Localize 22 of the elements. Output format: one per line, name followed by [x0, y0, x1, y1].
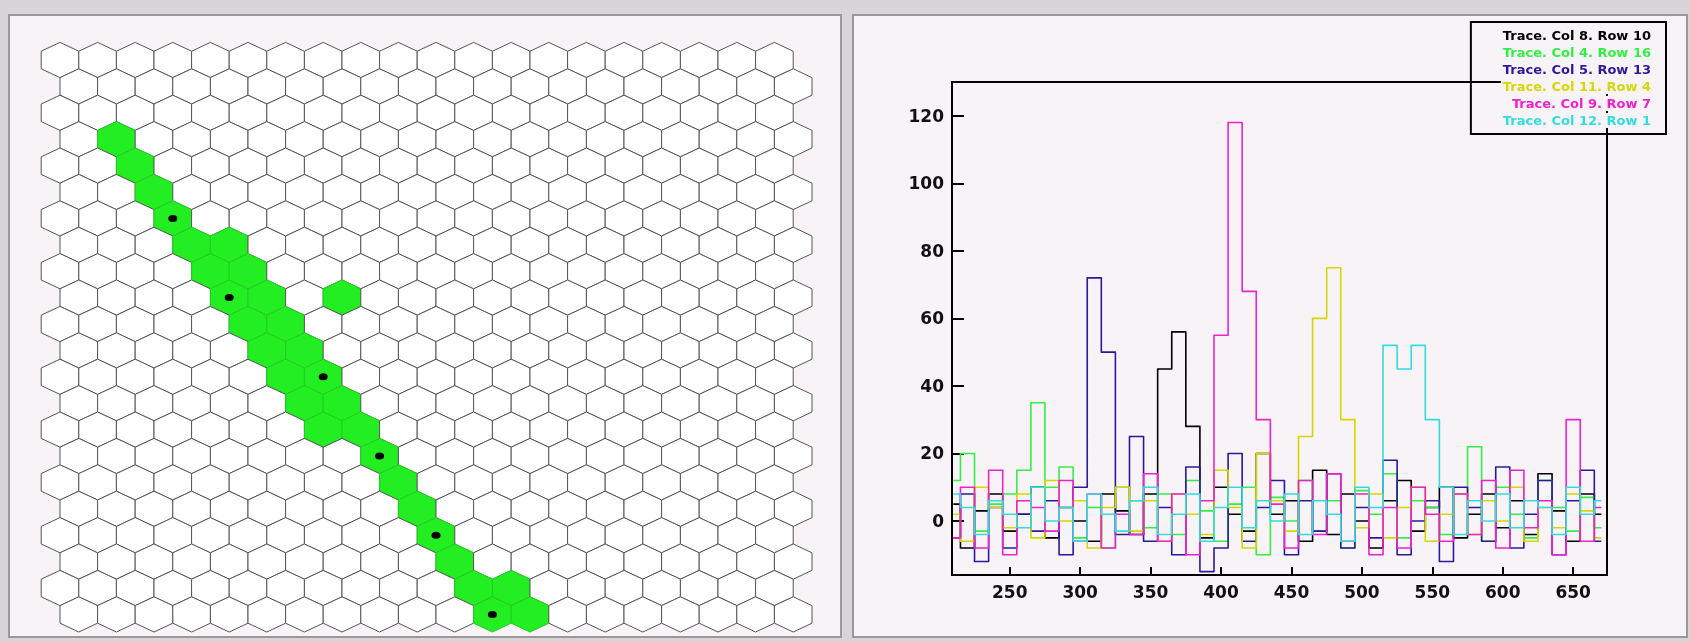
x-tick-label: 450	[1273, 581, 1310, 602]
x-tick-label: 600	[1485, 581, 1521, 602]
text: Trace. Col 9. Row 7	[1511, 96, 1651, 111]
x-tick-label: 500	[1344, 581, 1380, 602]
y-tick-label: 40	[920, 375, 945, 396]
text: Trace. Col 8. Row 10	[1502, 28, 1651, 43]
y-tick-label: 0	[932, 510, 945, 531]
y-tick-label: 100	[908, 173, 945, 194]
text: Trace. Col 11. Row 4	[1502, 79, 1651, 94]
text: Trace. Col 12. Row 1	[1502, 113, 1651, 128]
x-tick-label: 650	[1555, 581, 1592, 602]
y-tick-label: 120	[908, 105, 945, 126]
x-tick-label: 300	[1062, 581, 1099, 602]
text: Trace. Col 4. Row 16	[1502, 45, 1651, 60]
y-tick-label: 20	[920, 443, 945, 464]
text: Trace. Col 5. Row 13	[1502, 62, 1651, 77]
x-tick-label: 350	[1132, 581, 1169, 602]
y-tick-label: 60	[920, 308, 945, 329]
x-tick-label: 250	[992, 581, 1028, 602]
x-tick-label: 400	[1203, 581, 1239, 602]
y-tick-label: 80	[920, 240, 945, 261]
x-tick-label: 550	[1414, 581, 1451, 602]
